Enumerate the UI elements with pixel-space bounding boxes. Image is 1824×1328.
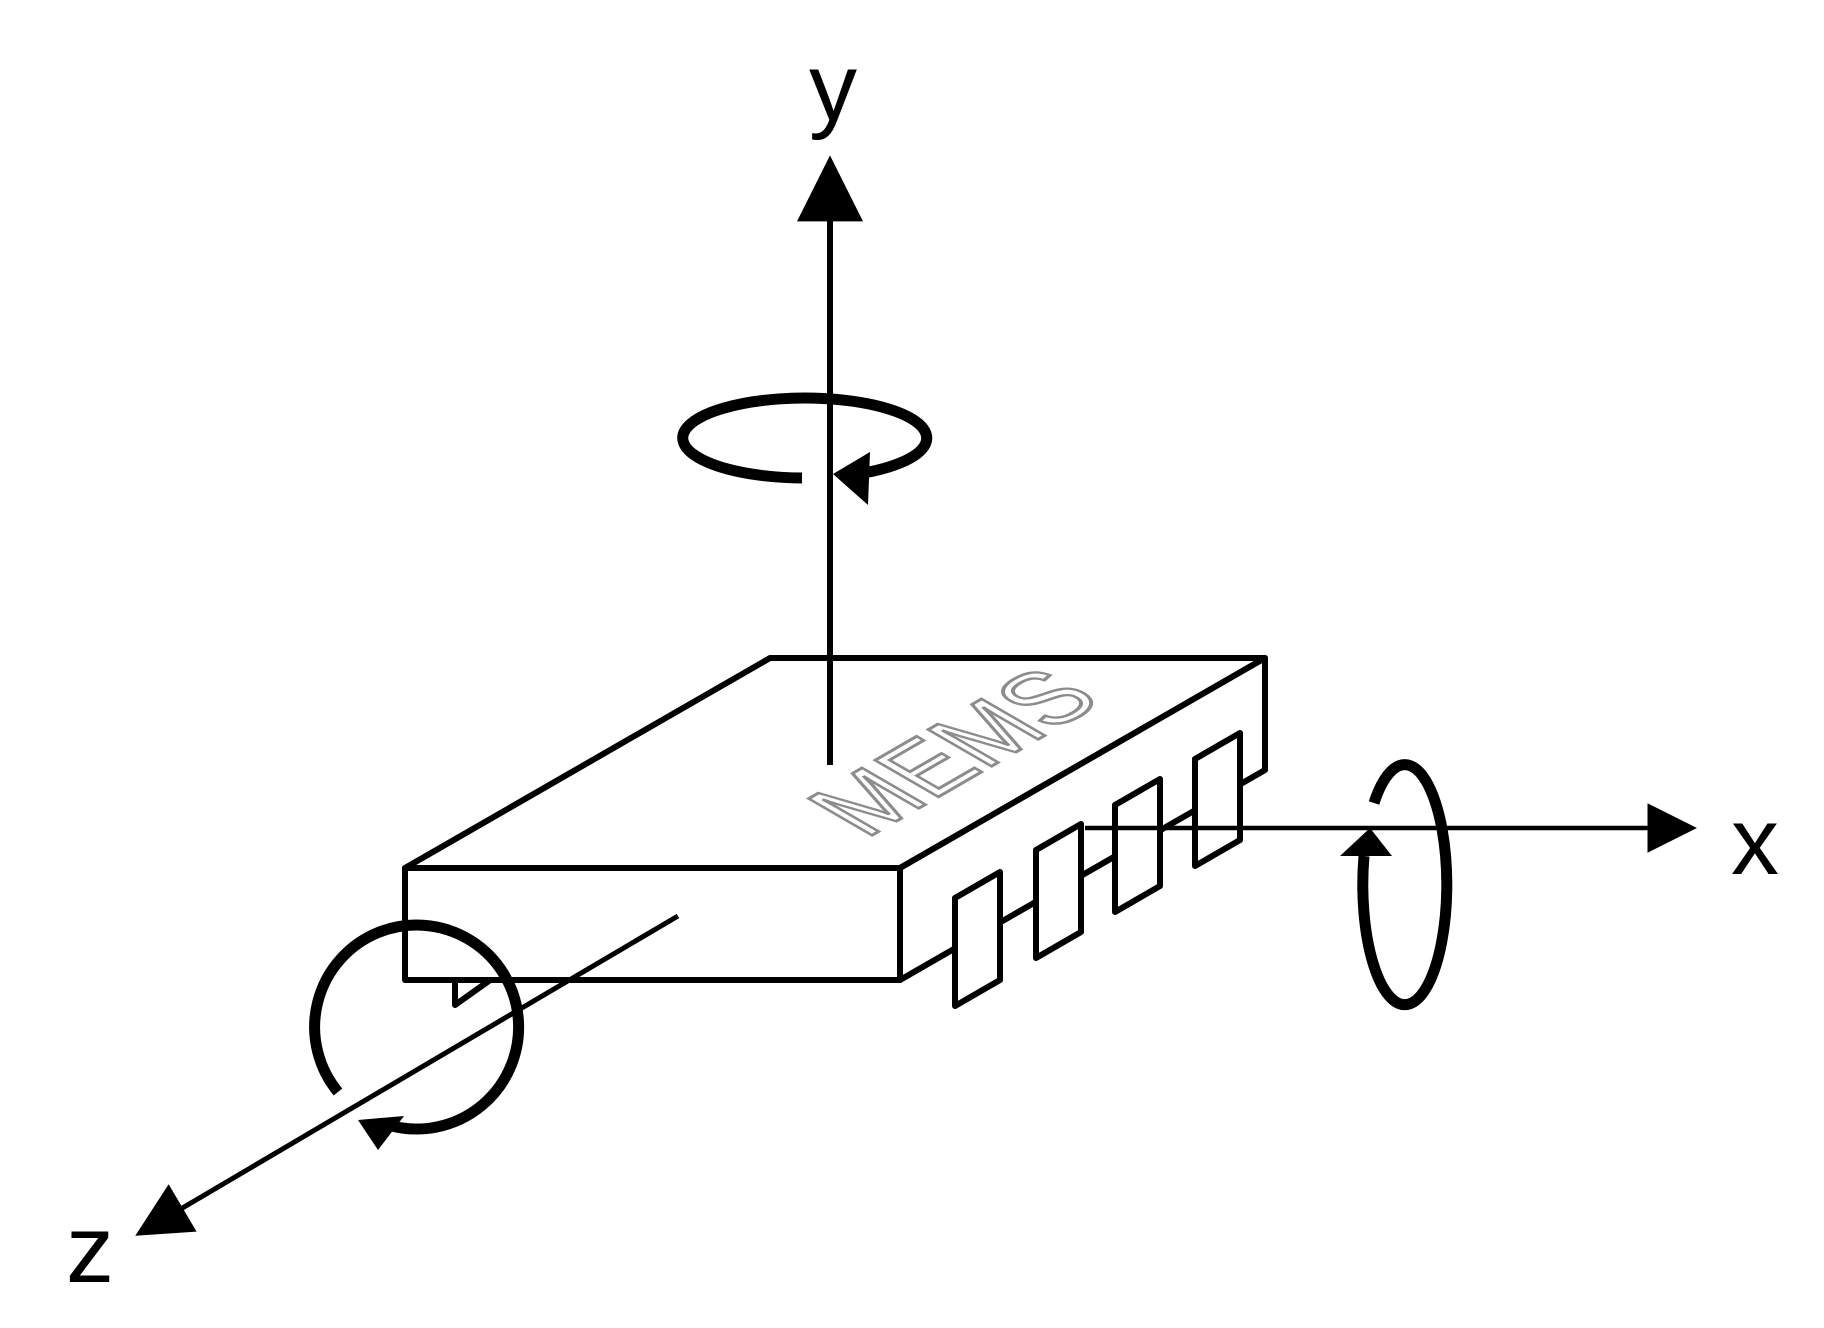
chip-front-face xyxy=(402,865,903,983)
z-axis-label: z xyxy=(66,1196,114,1303)
chip-pins xyxy=(952,730,1243,1009)
chip-pin xyxy=(952,869,1003,1009)
z-rotation-arrow-icon xyxy=(309,919,525,1150)
x-rotation-arrow-icon xyxy=(1340,759,1453,1011)
x-axis-label: x xyxy=(1731,788,1779,895)
chip-pin xyxy=(1192,730,1243,869)
y-axis-label: y xyxy=(809,34,857,141)
chip-pin xyxy=(1112,776,1163,915)
z-axis xyxy=(135,913,680,1236)
chip-pin xyxy=(1033,821,1084,961)
y-rotation-arrow-icon xyxy=(677,392,933,505)
